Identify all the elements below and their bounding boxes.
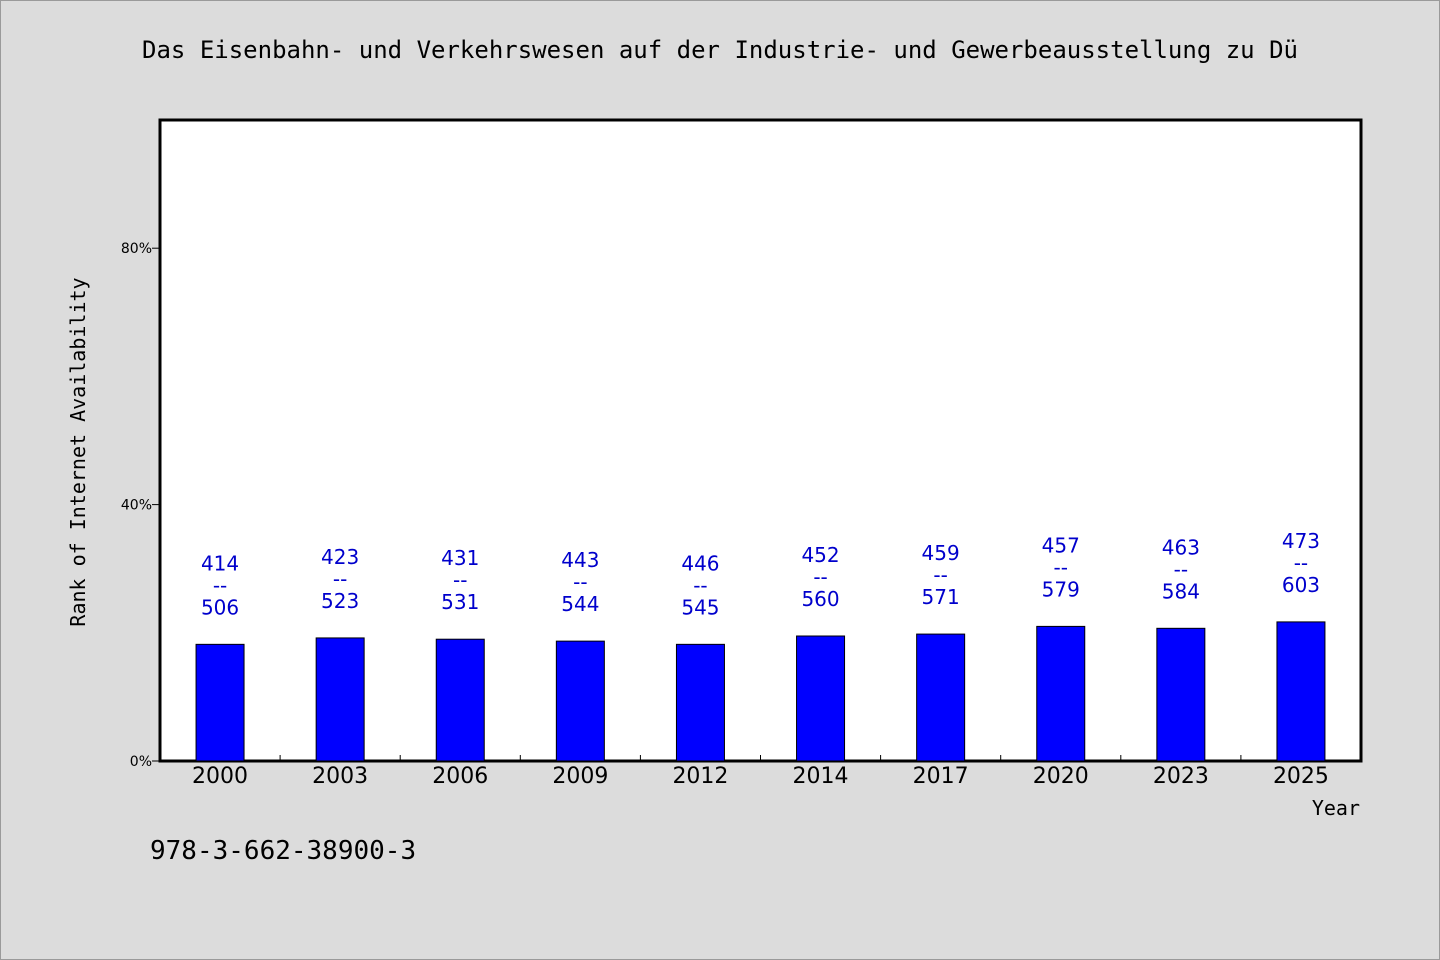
data-label: 446 xyxy=(681,551,719,575)
data-label: 463 xyxy=(1162,535,1200,559)
x-tick-label: 2000 xyxy=(192,764,248,789)
x-tick-label: 2023 xyxy=(1153,764,1209,789)
data-label: -- xyxy=(333,567,347,591)
data-label: 506 xyxy=(201,595,239,619)
x-tick-label: 2006 xyxy=(432,764,488,789)
data-label: -- xyxy=(573,570,587,594)
data-label: -- xyxy=(693,573,707,597)
y-tick-label: 40% xyxy=(121,498,152,514)
footer-code: 978-3-662-38900-3 xyxy=(150,836,417,866)
data-label: 443 xyxy=(561,548,599,572)
bar xyxy=(435,638,485,762)
data-label: -- xyxy=(1294,551,1308,575)
y-axis: 0% 40% 80% xyxy=(121,241,160,770)
data-label: 459 xyxy=(922,541,960,565)
bar xyxy=(796,635,846,762)
data-label: -- xyxy=(1174,557,1188,581)
data-label: -- xyxy=(933,563,947,587)
bar xyxy=(1156,627,1206,762)
data-label: 544 xyxy=(561,592,599,616)
bars xyxy=(195,621,1326,762)
x-tick-label: 2017 xyxy=(913,764,969,789)
bar xyxy=(1276,621,1326,762)
data-label: 603 xyxy=(1282,573,1320,597)
x-tick-label: 2020 xyxy=(1033,764,1089,789)
x-axis: 2000 2003 2006 2009 2012 2014 2017 2020 2023 2025 xyxy=(192,755,1329,789)
data-label: 457 xyxy=(1042,533,1080,557)
data-label: 431 xyxy=(441,546,479,570)
y-tick-label: 80% xyxy=(121,241,152,257)
y-axis-label: Rank of Internet Availability xyxy=(66,277,90,627)
bar xyxy=(1036,625,1086,762)
bar xyxy=(195,643,245,762)
x-tick-label: 2003 xyxy=(312,764,368,789)
data-label: 473 xyxy=(1282,529,1320,553)
x-tick-label: 2014 xyxy=(793,764,849,789)
data-label: 545 xyxy=(681,595,719,619)
data-label: -- xyxy=(213,573,227,597)
data-label: 423 xyxy=(321,545,359,569)
chart-title: Das Eisenbahn- und Verkehrswesen auf der… xyxy=(142,36,1298,64)
data-label: 523 xyxy=(321,589,359,613)
bar xyxy=(315,637,365,762)
x-tick-label: 2012 xyxy=(672,764,728,789)
data-label: -- xyxy=(813,565,827,589)
y-tick-label: 0% xyxy=(130,754,152,770)
x-tick-label: 2025 xyxy=(1273,764,1329,789)
x-axis-label: Year xyxy=(1311,796,1360,820)
data-labels: 414--506423--523431--531443--544446--545… xyxy=(201,529,1320,619)
bar xyxy=(916,633,966,762)
data-label: 452 xyxy=(801,543,839,567)
data-label: 579 xyxy=(1042,577,1080,601)
data-label: -- xyxy=(1054,555,1068,579)
data-label: 531 xyxy=(441,590,479,614)
bar xyxy=(555,640,605,762)
data-label: 571 xyxy=(922,585,960,609)
data-label: 560 xyxy=(801,587,839,611)
data-label: 584 xyxy=(1162,579,1200,603)
bar xyxy=(675,643,725,762)
x-tick-label: 2009 xyxy=(552,764,608,789)
data-label: 414 xyxy=(201,551,239,575)
data-label: -- xyxy=(453,568,467,592)
